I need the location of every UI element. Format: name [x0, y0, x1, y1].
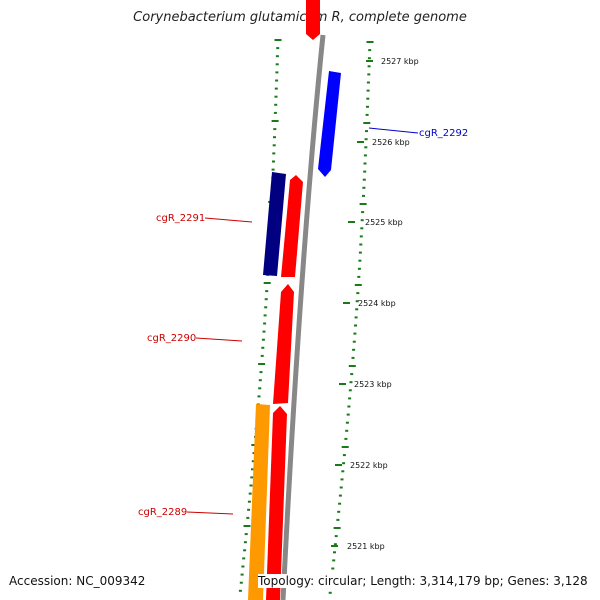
- gene-cgR-2290[interactable]: [273, 284, 294, 404]
- gene-top-partial[interactable]: [306, 0, 320, 34]
- scale-label-2521: 2521 kbp: [347, 542, 385, 551]
- leader-cgR-2290: [195, 337, 243, 342]
- genome-backbone: [280, 34, 326, 600]
- scale-label-2527: 2527 kbp: [381, 57, 419, 66]
- accession-label: Accession: NC_009342: [9, 574, 146, 588]
- leader-cgR-2291: [204, 217, 253, 223]
- scale-label-2524: 2524 kbp: [358, 299, 396, 308]
- gene-cgR-2292[interactable]: [318, 71, 341, 177]
- scale-label-2525: 2525 kbp: [365, 218, 403, 227]
- scale-label-2526: 2526 kbp: [372, 138, 410, 147]
- label-cgR-2290[interactable]: cgR_2290: [147, 333, 196, 344]
- gene-forward-2291-partner[interactable]: [281, 175, 303, 277]
- gene-cgR-2291[interactable]: [263, 172, 286, 276]
- scale-label-2523: 2523 kbp: [354, 380, 392, 389]
- label-cgR-2291[interactable]: cgR_2291: [156, 213, 205, 224]
- leader-cgR-2292: [368, 127, 419, 134]
- topology-label: Topology: circular; Length: 3,314,179 bp…: [258, 574, 588, 588]
- scale-label-2522: 2522 kbp: [350, 461, 388, 470]
- scale-ticks: [331, 60, 373, 547]
- gene-top-partial-tip: [306, 34, 320, 40]
- gene-cgR-2289[interactable]: [248, 404, 270, 600]
- label-cgR-2289[interactable]: cgR_2289: [138, 507, 187, 518]
- leader-cgR-2289: [186, 511, 234, 515]
- map-title: Corynebacterium glutamicum R, complete g…: [133, 10, 467, 25]
- gene-forward-bottom[interactable]: [266, 406, 287, 600]
- label-cgR-2292[interactable]: cgR_2292: [419, 128, 468, 139]
